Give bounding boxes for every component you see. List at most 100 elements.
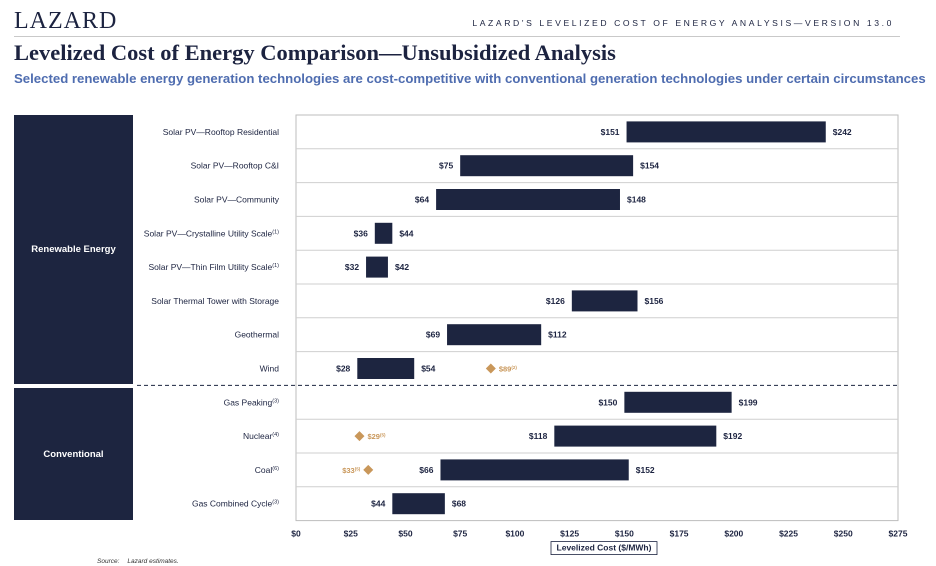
marker-label: $33(5) bbox=[342, 466, 361, 475]
range-bar bbox=[460, 155, 634, 177]
x-tick-label: $75 bbox=[453, 529, 467, 539]
range-bar bbox=[624, 391, 732, 413]
category-label: Solar PV—Thin Film Utility Scale(1) bbox=[149, 262, 280, 272]
marker-label: $29(5) bbox=[367, 432, 386, 441]
low-value-label: $32 bbox=[345, 262, 359, 272]
category-footnote: (3) bbox=[272, 500, 279, 506]
high-value-label: $156 bbox=[644, 296, 663, 306]
marker-value: $89 bbox=[499, 365, 512, 374]
page-title: Levelized Cost of Energy Comparison—Unsu… bbox=[14, 40, 616, 65]
range-bar bbox=[366, 256, 388, 278]
category-name: Solar PV—Crystalline Utility Scale bbox=[144, 228, 273, 238]
range-bar bbox=[571, 290, 638, 312]
category-footnote: (1) bbox=[272, 229, 279, 235]
category-name: Solar PV—Thin Film Utility Scale bbox=[149, 262, 273, 272]
source-note: Source: Lazard estimates. bbox=[97, 558, 179, 565]
category-label: Solar PV—Rooftop Residential bbox=[163, 127, 279, 137]
category-name: Gas Combined Cycle bbox=[192, 499, 273, 509]
x-axis-label-box bbox=[550, 541, 658, 555]
marker-footnote: (5) bbox=[355, 466, 361, 471]
marker-diamond bbox=[363, 464, 374, 475]
category-label: Gas Combined Cycle(3) bbox=[192, 499, 279, 509]
high-value-label: $154 bbox=[640, 161, 659, 171]
category-name: Solar PV—Rooftop Residential bbox=[163, 127, 279, 137]
category-label: Solar Thermal Tower with Storage bbox=[151, 296, 279, 306]
low-value-label: $118 bbox=[529, 431, 548, 441]
group-label-text: Renewable Energy bbox=[31, 244, 116, 255]
category-label: Wind bbox=[260, 364, 280, 374]
category-footnote: (3) bbox=[272, 398, 279, 404]
group-label-renewable: Renewable Energy bbox=[14, 115, 133, 384]
high-value-label: $148 bbox=[627, 195, 646, 205]
low-value-label: $150 bbox=[598, 397, 617, 407]
category-name: Solar PV—Community bbox=[194, 195, 280, 205]
x-tick-label: $250 bbox=[834, 529, 853, 539]
category-label: Geothermal bbox=[235, 330, 280, 340]
source-label: Source: bbox=[97, 558, 120, 565]
page-subtitle: Selected renewable energy generation tec… bbox=[14, 71, 926, 86]
range-bar bbox=[357, 358, 415, 379]
range-bar bbox=[554, 425, 717, 447]
x-tick-label: $25 bbox=[344, 529, 358, 539]
high-value-label: $54 bbox=[421, 364, 435, 374]
category-name: Nuclear bbox=[243, 431, 272, 441]
low-value-label: $69 bbox=[426, 330, 440, 340]
x-tick-label: $100 bbox=[505, 529, 524, 539]
category-label: Solar PV—Crystalline Utility Scale(1) bbox=[144, 228, 279, 238]
category-label: Coal(6) bbox=[255, 465, 279, 475]
high-value-label: $68 bbox=[452, 499, 466, 509]
category-name: Coal bbox=[255, 465, 273, 475]
category-name: Wind bbox=[260, 364, 280, 374]
range-bar bbox=[392, 493, 445, 515]
category-name: Solar Thermal Tower with Storage bbox=[151, 296, 279, 306]
group-label-conventional: Conventional bbox=[14, 388, 133, 520]
marker-value: $29 bbox=[367, 432, 380, 441]
x-tick-label: $225 bbox=[779, 529, 798, 539]
high-value-label: $242 bbox=[833, 127, 852, 137]
category-label: Gas Peaking(3) bbox=[224, 397, 280, 407]
category-label: Solar PV—Rooftop C&I bbox=[191, 161, 279, 171]
marker-footnote: (2) bbox=[511, 365, 517, 370]
category-name: Geothermal bbox=[235, 330, 280, 340]
lazard-logo: LAZARD bbox=[14, 8, 118, 34]
high-value-label: $152 bbox=[636, 465, 655, 475]
source-text: Lazard estimates. bbox=[127, 558, 179, 565]
category-footnote: (4) bbox=[272, 432, 279, 438]
low-value-label: $44 bbox=[371, 499, 385, 509]
x-tick-label: $150 bbox=[615, 529, 634, 539]
x-tick-label: $125 bbox=[560, 529, 579, 539]
category-footnote: (1) bbox=[272, 263, 279, 269]
x-tick-label: $275 bbox=[889, 529, 908, 539]
group-label-text: Conventional bbox=[43, 448, 104, 460]
marker-diamond bbox=[485, 363, 496, 374]
range-bar bbox=[626, 121, 826, 143]
x-axis-label: Levelized Cost ($/MWh) bbox=[557, 543, 652, 553]
marker-footnote: (5) bbox=[380, 433, 386, 438]
x-tick-label: $175 bbox=[670, 529, 689, 539]
high-value-label: $199 bbox=[739, 397, 758, 407]
category-name: Solar PV—Rooftop C&I bbox=[191, 161, 279, 171]
x-tick-label: $0 bbox=[291, 529, 301, 539]
category-footnote: (6) bbox=[272, 466, 279, 472]
high-value-label: $112 bbox=[548, 330, 567, 340]
low-value-label: $28 bbox=[336, 364, 350, 374]
category-label: Nuclear(4) bbox=[243, 431, 279, 441]
range-bar bbox=[440, 459, 629, 481]
category-name: Gas Peaking bbox=[224, 397, 273, 407]
low-value-label: $64 bbox=[415, 195, 429, 205]
document-header: LAZARD'S LEVELIZED COST OF ENERGY ANALYS… bbox=[472, 18, 894, 28]
range-bar bbox=[374, 222, 393, 244]
low-value-label: $126 bbox=[546, 296, 565, 306]
x-tick-label: $50 bbox=[398, 529, 412, 539]
range-bar bbox=[436, 189, 620, 210]
low-value-label: $36 bbox=[354, 228, 368, 238]
header-divider bbox=[14, 36, 900, 37]
marker-diamond bbox=[354, 431, 365, 442]
low-value-label: $75 bbox=[439, 161, 453, 171]
category-label: Solar PV—Community bbox=[194, 195, 280, 205]
x-tick-label: $200 bbox=[724, 529, 743, 539]
high-value-label: $42 bbox=[395, 262, 409, 272]
high-value-label: $44 bbox=[399, 228, 413, 238]
range-bar bbox=[447, 324, 542, 346]
high-value-label: $192 bbox=[723, 431, 742, 441]
